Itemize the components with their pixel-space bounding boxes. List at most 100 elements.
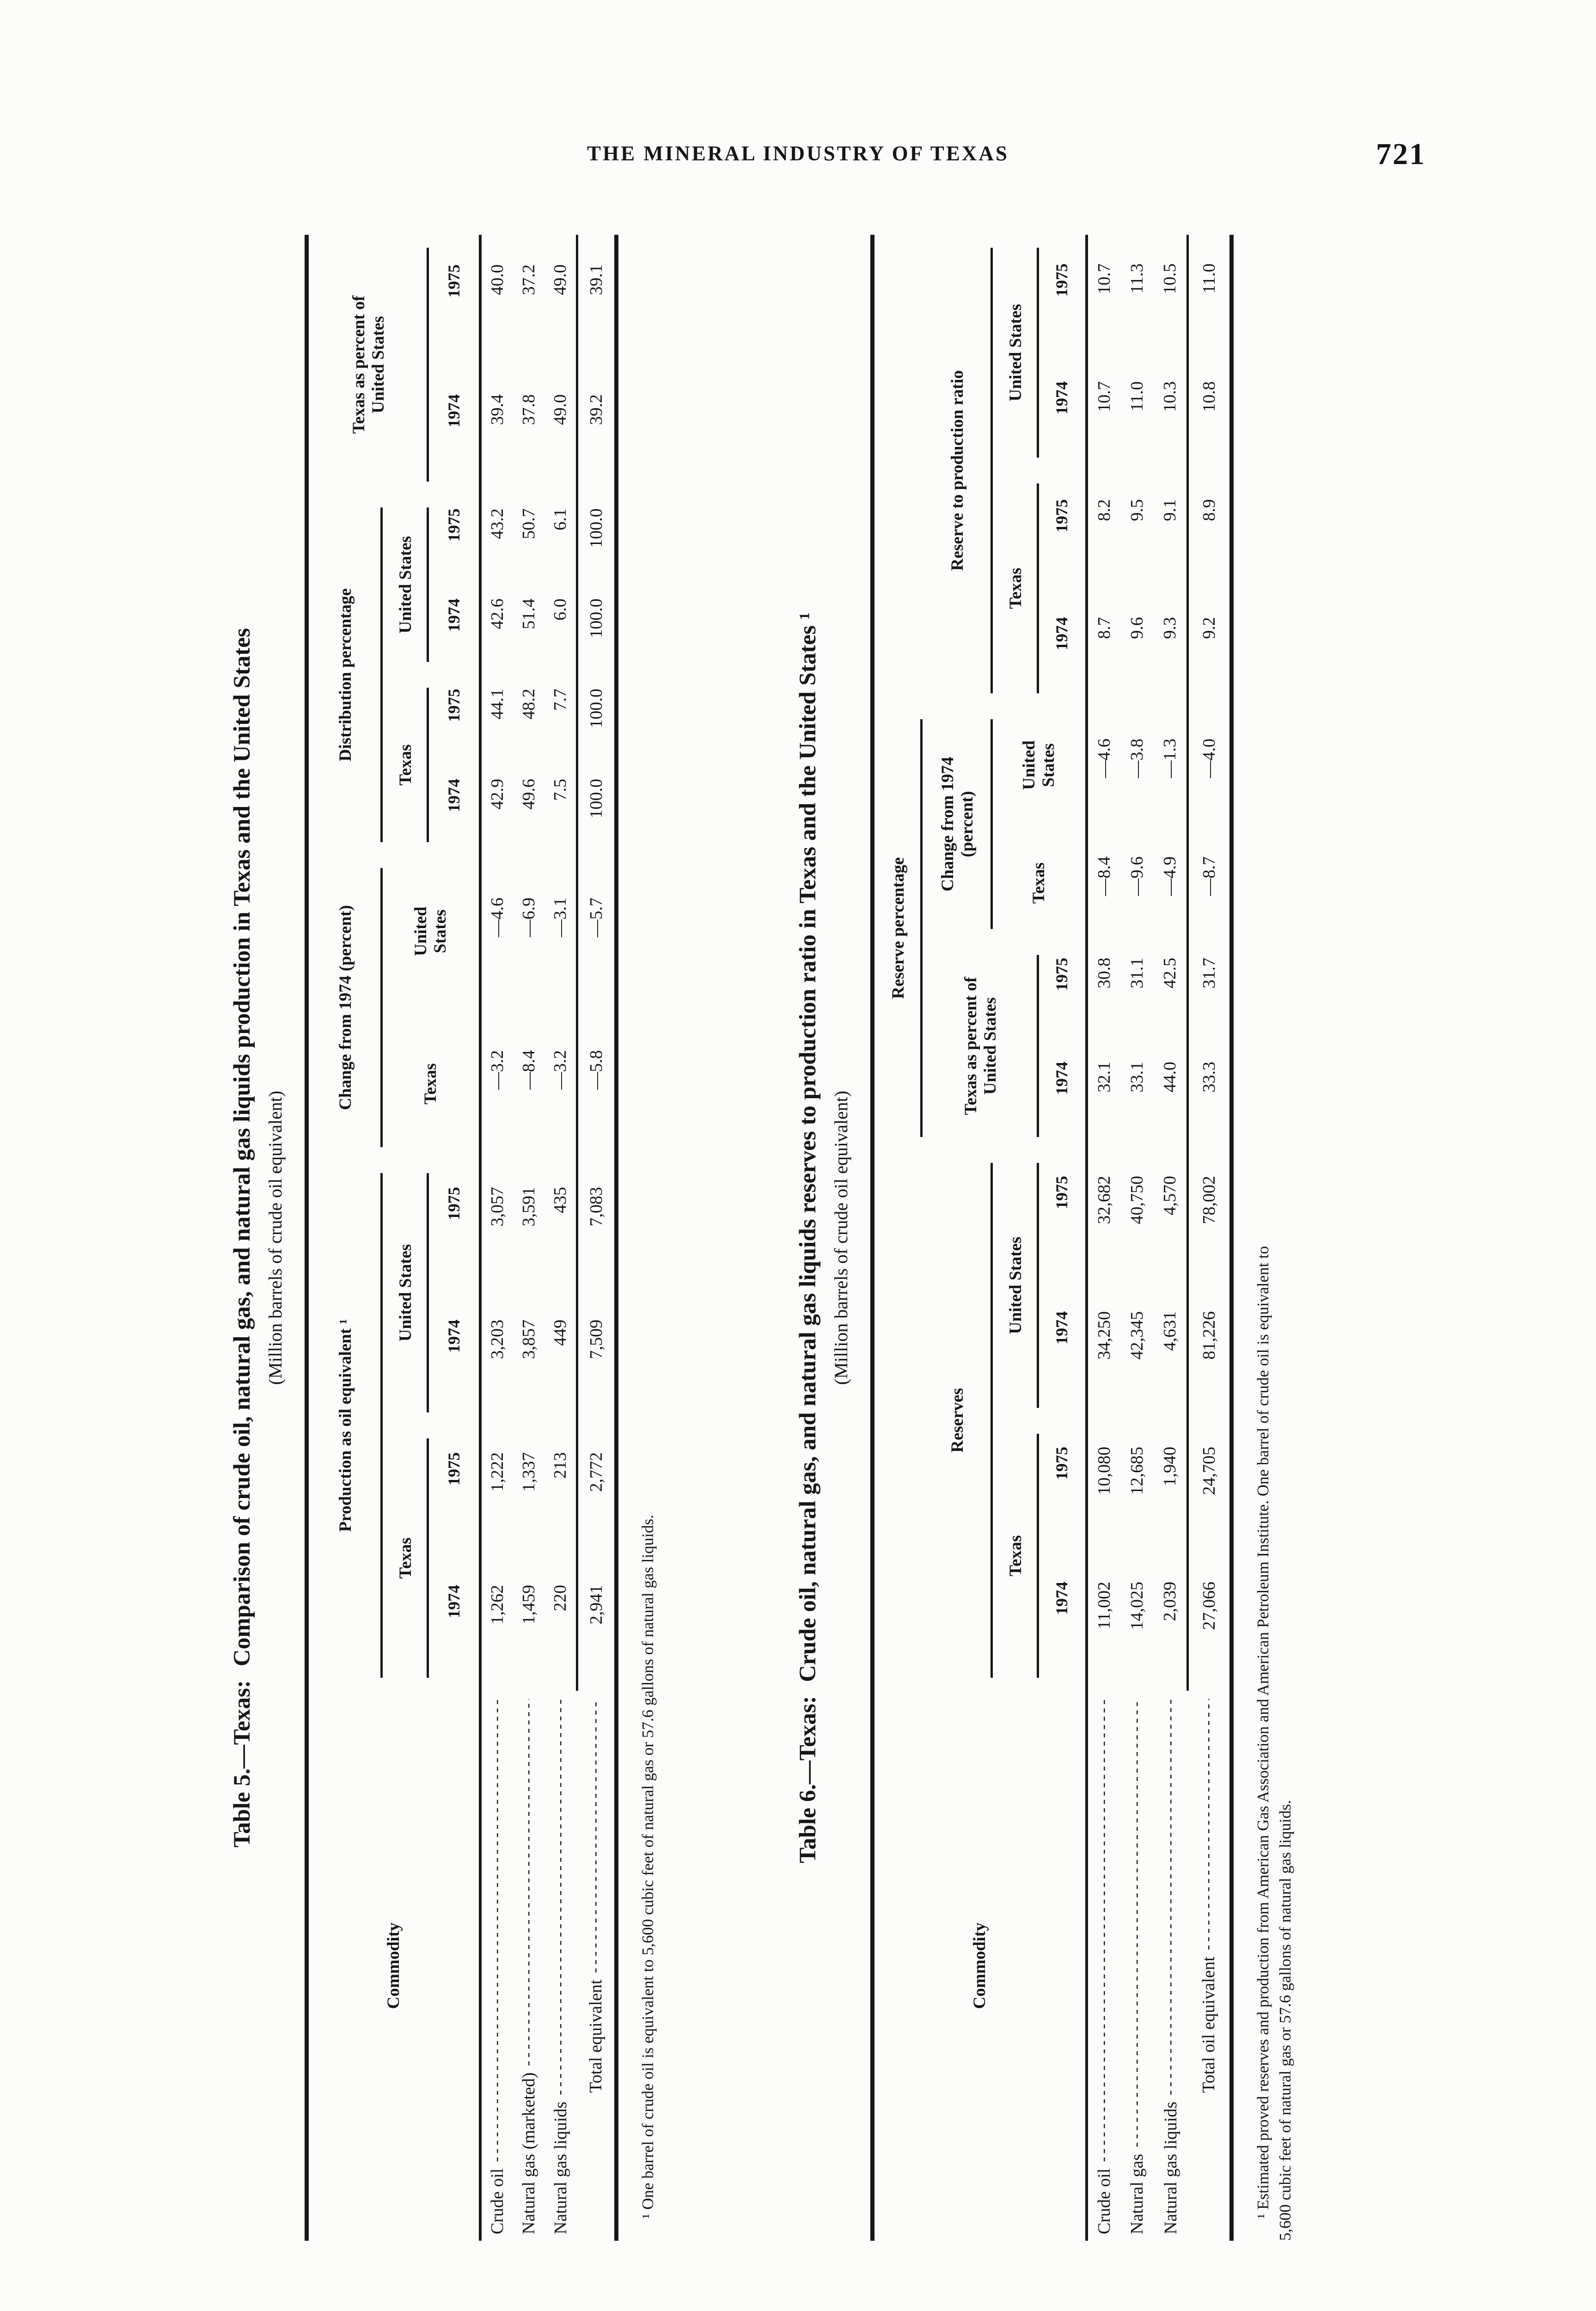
texas-pct-group-header: Texas as percent of United States — [307, 235, 429, 495]
cell: 6.0 — [550, 599, 570, 621]
cell: 42,345 — [1127, 1311, 1147, 1360]
united-states-subheader: United States — [383, 855, 481, 1008]
cell: 4,631 — [1160, 1311, 1180, 1351]
commodity-header: Commodity — [306, 1691, 481, 2241]
cell: 1,940 — [1160, 1447, 1180, 1486]
year-header: 1975 — [429, 235, 481, 365]
united-states-subheader: United States — [992, 706, 1087, 824]
cell: 81,226 — [1187, 1285, 1232, 1421]
cell: 11.3 — [1127, 263, 1147, 294]
cell: 32,682 — [1095, 1176, 1114, 1224]
cell: 32.1 — [1095, 1062, 1114, 1093]
cell: 51.4 — [519, 599, 539, 630]
table5-row-ngl: Natural gas liquids 220 213 449 435 —3.2… — [544, 235, 577, 2241]
commodity-cell: Total equivalent — [577, 1691, 617, 2241]
cell: 44.0 — [1160, 1062, 1180, 1093]
cell: —3.2 — [550, 1050, 570, 1090]
table6: Commodity Reserve percentage Reserves Te… — [870, 234, 1234, 2241]
dash-leader — [1127, 1699, 1147, 2147]
table5-row-crude-oil: Crude oil 1,262 1,222 3,203 3,057 —3.2 —… — [480, 235, 513, 2241]
year-header: 1975 — [1039, 234, 1087, 353]
table6-footnote-line1: ¹ Estimated proved reserves and producti… — [1254, 1246, 1272, 2219]
reserves-group-header: Reserves — [923, 1150, 993, 1691]
cell: 49.6 — [519, 779, 539, 810]
table5: Commodity Production as oil equivalent ¹… — [305, 235, 619, 2241]
cell: 42.6 — [488, 599, 508, 630]
cell: 44.1 — [488, 689, 508, 720]
cell: 37.2 — [519, 264, 539, 295]
commodity-cell: Natural gas (marketed) — [513, 1691, 544, 2241]
cell: 7,083 — [577, 1160, 617, 1293]
cell: —1.3 — [1160, 738, 1180, 778]
commodity-cell: Natural gas — [1121, 1691, 1154, 2241]
page-number: 721 — [1376, 137, 1426, 171]
commodity-header: Commodity — [872, 1691, 1087, 2241]
cell: 11,002 — [1095, 1582, 1114, 1630]
cell: 3,591 — [519, 1187, 539, 1227]
table6-caption-prefix: Table 6.—Texas: — [795, 1696, 821, 1864]
cell: —4.9 — [1160, 856, 1180, 896]
year-header: 1974 — [1039, 1046, 1087, 1150]
year-header: 1974 — [429, 765, 481, 855]
cell: 435 — [550, 1187, 570, 1213]
commodity-cell: Crude oil — [1087, 1691, 1121, 2241]
united-states-subheader: United States — [383, 495, 429, 675]
table5-header-groups: Commodity Production as oil equivalent ¹… — [306, 235, 481, 2241]
table6-row-total: Total oil equivalent 27,066 24,705 81,22… — [1187, 234, 1232, 2241]
cell: 7.5 — [550, 779, 570, 801]
cell: 37.8 — [519, 394, 539, 425]
cell: 33.3 — [1187, 1046, 1232, 1150]
year-header: 1975 — [429, 495, 481, 585]
cell: 9.2 — [1187, 588, 1232, 706]
cell: 2,941 — [577, 1558, 617, 1691]
cell: —8.4 — [519, 1050, 539, 1090]
cell: 2,039 — [1160, 1582, 1180, 1621]
cell: 3,057 — [488, 1187, 508, 1227]
cell: —4.6 — [1095, 738, 1114, 778]
cell: —3.2 — [488, 1050, 508, 1090]
year-header: 1975 — [429, 1425, 481, 1558]
year-header: 1975 — [1039, 1421, 1087, 1556]
cell: —4.6 — [488, 898, 508, 937]
cell: 3,203 — [488, 1320, 508, 1359]
cell: 213 — [550, 1452, 570, 1479]
cell: 42.9 — [488, 779, 508, 810]
cell: 7,509 — [577, 1293, 617, 1425]
dash-leader — [1161, 1699, 1181, 2095]
change-group-header: Change from 1974 (percent) — [307, 855, 383, 1160]
texas-subheader: Texas — [383, 675, 429, 855]
cell: 43.2 — [488, 508, 508, 539]
spacer — [872, 235, 923, 706]
dash-leader — [487, 1699, 508, 2162]
cell: 220 — [550, 1585, 570, 1611]
year-header: 1974 — [1039, 1556, 1087, 1691]
cell: 31.7 — [1187, 942, 1232, 1046]
texas-subheader: Texas — [993, 471, 1039, 706]
cell: 100.0 — [577, 495, 617, 585]
cell: 42.5 — [1160, 958, 1180, 989]
cell: 10.8 — [1187, 352, 1232, 471]
table6-caption: Table 6.—Texas: Crude oil, natural gas, a… — [795, 235, 821, 2241]
commodity-cell: Natural gas liquids — [1154, 1691, 1188, 2241]
ratio-group-header: Reserve to production ratio — [923, 235, 993, 706]
cell: 10,080 — [1095, 1447, 1114, 1495]
commodity-cell: Total oil equivalent — [1187, 1691, 1231, 2241]
year-header: 1975 — [429, 1160, 481, 1293]
year-header: 1975 — [1039, 942, 1087, 1046]
cell: 10.5 — [1160, 263, 1180, 294]
year-header: 1974 — [1039, 588, 1087, 706]
texas-subheader: Texas — [383, 1008, 481, 1160]
table5-caption-text: Comparison of crude oil, natural gas, an… — [229, 628, 255, 1667]
year-header: 1974 — [429, 365, 481, 495]
commodity-cell: Crude oil — [480, 1691, 513, 2241]
cell: 9.1 — [1160, 499, 1180, 521]
cell: 39.1 — [577, 235, 617, 365]
cell: 4,570 — [1160, 1176, 1180, 1216]
dash-leader — [519, 1699, 539, 2066]
cell: 100.0 — [577, 675, 617, 765]
cell: 8.7 — [1095, 617, 1114, 639]
year-header: 1975 — [1039, 1150, 1087, 1285]
cell: 100.0 — [577, 765, 617, 855]
cell: 39.4 — [488, 394, 508, 425]
cell: 48.2 — [519, 689, 539, 720]
